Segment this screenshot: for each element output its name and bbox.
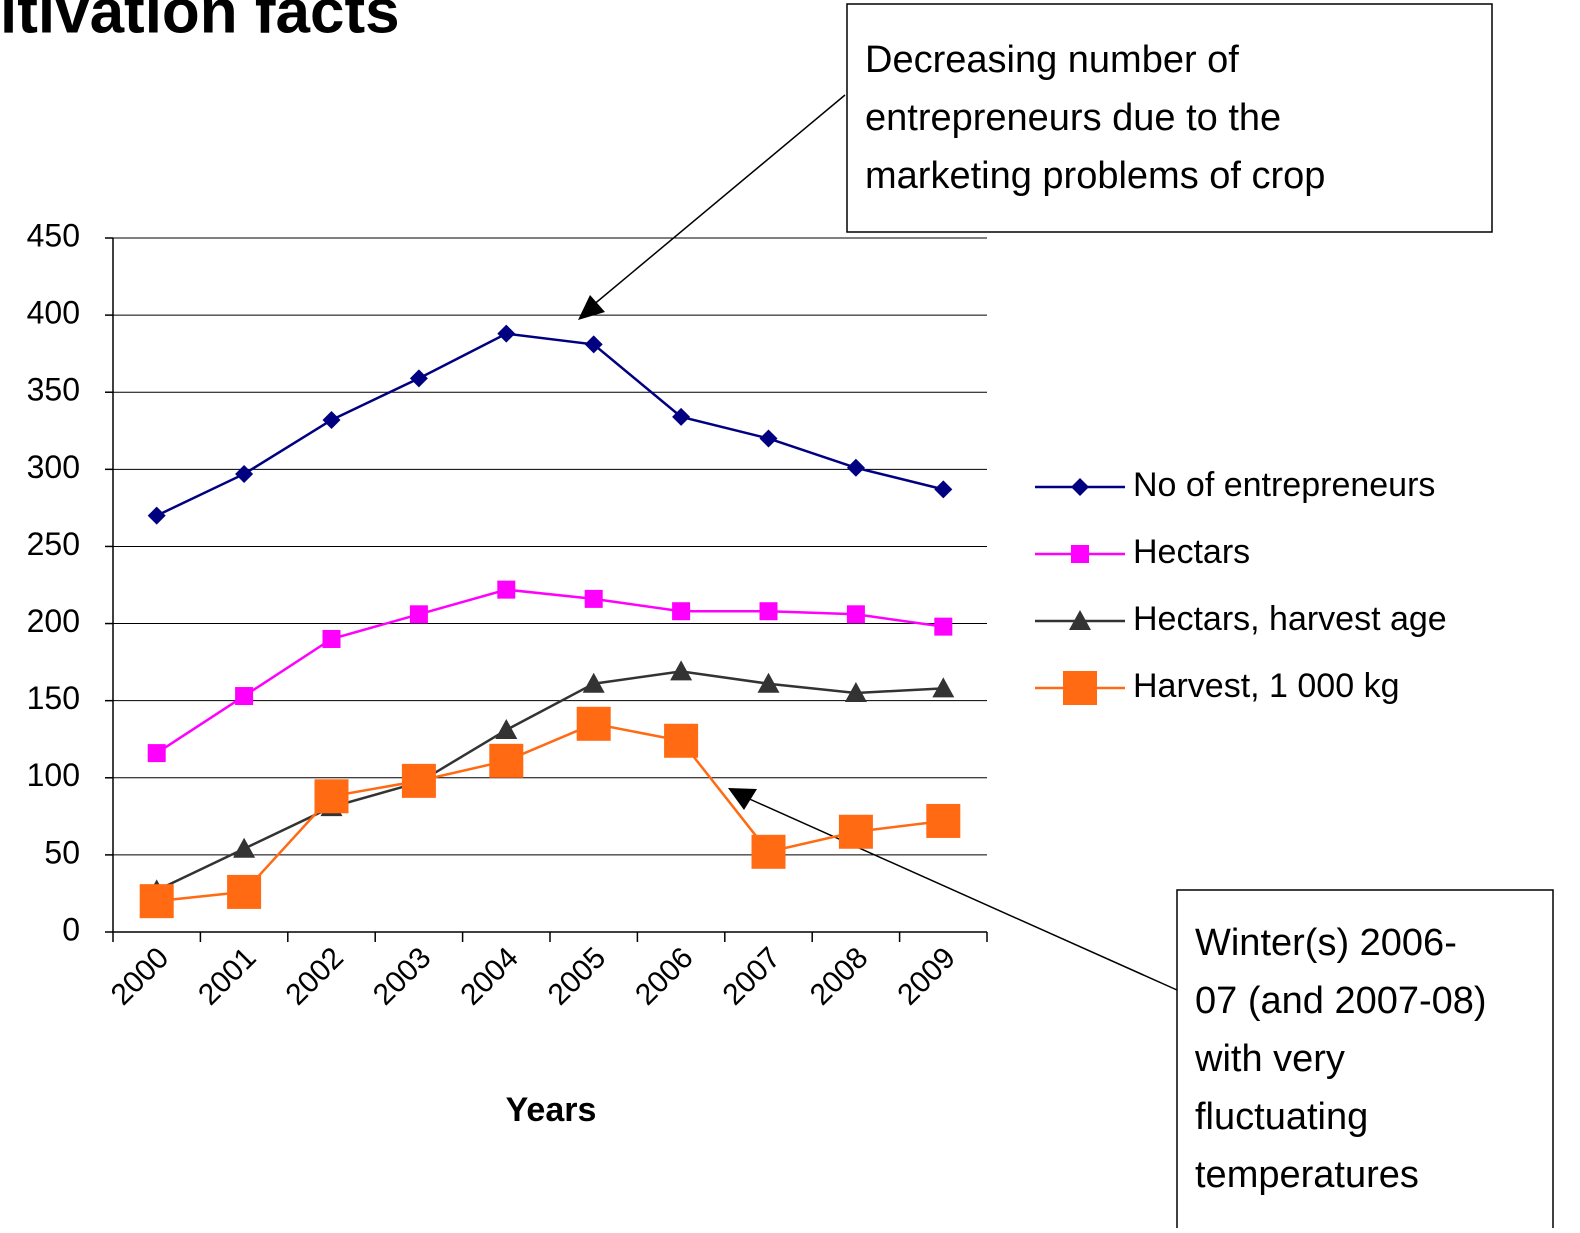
marker — [934, 480, 953, 499]
marker — [147, 506, 166, 525]
legend-label: Hectars — [1133, 533, 1250, 571]
y-tick-label: 250 — [27, 526, 80, 562]
marker — [495, 718, 518, 739]
marker — [497, 324, 516, 343]
marker — [838, 814, 873, 849]
x-tick-label: 2000 — [105, 941, 176, 1012]
y-tick-label: 50 — [44, 834, 80, 870]
marker — [926, 803, 961, 838]
marker — [584, 335, 603, 354]
marker — [139, 884, 174, 919]
legend-label: Harvest, 1 000 kg — [1133, 667, 1399, 705]
marker — [1063, 671, 1097, 705]
marker — [322, 629, 341, 648]
annotation-arrow — [744, 796, 1178, 991]
series-line — [156, 332, 944, 517]
marker — [235, 464, 254, 483]
marker — [751, 834, 786, 869]
marker — [576, 706, 611, 741]
annotation-text: Winter(s) 2006- — [1195, 922, 1457, 964]
marker — [1071, 478, 1089, 496]
series-line — [156, 722, 944, 903]
x-tick-label: 2005 — [542, 941, 613, 1012]
y-tick-label: 350 — [27, 372, 80, 408]
y-tick-label: 100 — [27, 757, 80, 793]
annotation-text: marketing problems of crop — [865, 155, 1325, 197]
marker — [664, 723, 699, 758]
x-tick-label: 2007 — [717, 941, 788, 1012]
marker — [846, 605, 865, 624]
marker — [672, 602, 691, 621]
marker — [409, 369, 428, 388]
annotation-arrow — [591, 94, 846, 307]
annotation-text: Decreasing number of — [865, 39, 1239, 81]
marker — [147, 744, 166, 763]
marker — [233, 837, 256, 858]
marker — [497, 580, 516, 599]
annotation-text: 07 (and 2007-08) — [1195, 980, 1487, 1022]
marker — [670, 660, 693, 681]
x-tick-label: 2001 — [192, 941, 263, 1012]
series-line — [156, 670, 944, 892]
x-tick-label: 2009 — [891, 941, 962, 1012]
marker — [759, 429, 778, 448]
marker — [314, 779, 349, 814]
marker — [227, 874, 262, 909]
x-tick-label: 2006 — [629, 941, 700, 1012]
marker — [932, 677, 955, 698]
series-line — [156, 588, 944, 755]
x-tick-label: 2003 — [367, 941, 438, 1012]
arrow-head — [578, 295, 605, 320]
y-tick-label: 150 — [27, 680, 80, 716]
arrow-head — [728, 788, 757, 810]
annotation-box — [846, 3, 1493, 233]
y-tick-label: 450 — [27, 217, 80, 253]
chart-title: ltivation facts — [0, 0, 400, 46]
legend-label: No of entrepreneurs — [1133, 466, 1435, 504]
y-tick-label: 400 — [27, 295, 80, 331]
marker — [1069, 610, 1091, 630]
marker — [401, 763, 436, 798]
marker — [934, 617, 953, 636]
marker — [409, 605, 428, 624]
marker — [844, 681, 867, 702]
marker — [759, 602, 778, 621]
marker — [322, 410, 341, 429]
legend-label: Hectars, harvest age — [1133, 600, 1447, 638]
annotation-text: entrepreneurs due to the — [865, 97, 1281, 139]
marker — [489, 743, 524, 778]
annotation-text: temperatures — [1195, 1154, 1419, 1196]
annotation-box — [1176, 889, 1554, 1233]
y-tick-label: 0 — [62, 911, 80, 947]
x-tick-label: 2002 — [280, 941, 351, 1012]
marker — [582, 672, 605, 693]
x-axis-title: Years — [506, 1091, 597, 1129]
marker — [672, 407, 691, 426]
marker — [757, 672, 780, 693]
marker — [846, 458, 865, 477]
marker — [584, 589, 603, 608]
x-tick-label: 2004 — [454, 941, 525, 1012]
y-tick-label: 200 — [27, 603, 80, 639]
annotation-text: with very — [1194, 1038, 1345, 1080]
x-tick-label: 2008 — [804, 941, 875, 1012]
marker — [235, 687, 254, 706]
y-tick-label: 300 — [27, 449, 80, 485]
annotation-text: fluctuating — [1195, 1096, 1368, 1138]
marker — [1071, 545, 1089, 563]
